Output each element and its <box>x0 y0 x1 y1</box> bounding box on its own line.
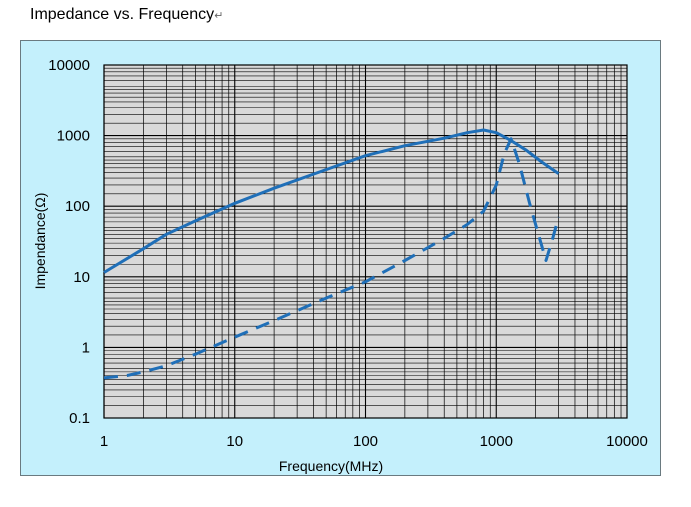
y-tick-label: 1 <box>82 339 90 356</box>
impedance-chart: 1 10 100 1000 10000 0.1 1 10 100 1000 10000 Frequ… <box>32 57 648 474</box>
x-tick-label: 10 <box>226 433 243 450</box>
title-text: Impedance vs. Frequency <box>30 6 215 23</box>
x-axis-label: Frequency(MHz) <box>279 458 383 474</box>
x-tick-label: 100 <box>353 433 378 450</box>
y-tick-label: 10000 <box>48 57 90 74</box>
series-line-solid <box>103 128 560 274</box>
y-tick-label: 1000 <box>57 128 90 145</box>
page-title: Impedance vs. Frequency↵ <box>30 6 223 24</box>
y-tick-label: 10 <box>73 269 90 286</box>
return-mark: ↵ <box>214 10 224 22</box>
x-tick-labels: 1 10 100 1000 10000 <box>100 433 648 450</box>
y-axis-label: Impendance(Ω) <box>32 193 48 290</box>
plot-border <box>103 64 628 419</box>
grid <box>103 65 627 419</box>
x-tick-label: 1000 <box>480 433 513 450</box>
y-tick-label: 100 <box>65 198 90 215</box>
chart-panel: 1 10 100 1000 10000 0.1 1 10 100 1000 10000 Frequ… <box>20 40 661 476</box>
y-tick-labels: 0.1 1 10 100 1000 10000 <box>48 57 90 427</box>
x-tick-label: 10000 <box>606 433 648 450</box>
y-tick-label: 0.1 <box>69 410 90 427</box>
x-tick-label: 1 <box>100 433 108 450</box>
series-line-dashed <box>103 137 561 380</box>
series-layer <box>103 128 561 380</box>
